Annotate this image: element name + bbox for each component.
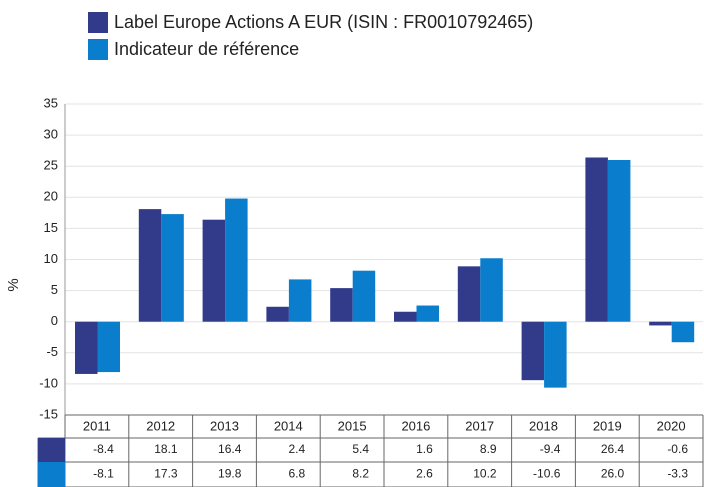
bar xyxy=(330,288,353,322)
y-axis-label: % xyxy=(5,278,22,291)
y-tick-label: 15 xyxy=(44,220,58,235)
x-tick-label: 2013 xyxy=(210,418,239,433)
table-cell: 2.6 xyxy=(416,467,433,481)
bar xyxy=(394,311,417,322)
table-cell: 10.2 xyxy=(473,467,497,481)
bar xyxy=(288,279,312,322)
y-tick-label: -5 xyxy=(46,344,58,359)
table-cell: 8.2 xyxy=(352,467,369,481)
table-cell: -0.6 xyxy=(667,442,688,456)
bar xyxy=(521,321,545,381)
bar xyxy=(75,321,98,374)
table-cell: 26.4 xyxy=(601,442,625,456)
bar xyxy=(202,219,226,322)
table-cell: -8.1 xyxy=(93,467,114,481)
table-cell: 26.0 xyxy=(601,467,625,481)
table-cell: 2.4 xyxy=(289,442,306,456)
bar xyxy=(671,321,695,343)
bar xyxy=(266,306,289,322)
table-cell: 1.6 xyxy=(416,442,433,456)
bar xyxy=(138,209,162,322)
y-tick-label: 5 xyxy=(51,282,58,297)
bar xyxy=(352,270,376,322)
y-tick-label: 0 xyxy=(51,313,58,328)
y-tick-label: -10 xyxy=(39,375,58,390)
table-cell: -3.3 xyxy=(667,467,688,481)
y-tick-label: 25 xyxy=(44,158,58,173)
y-tick-label: 35 xyxy=(44,95,58,110)
bar xyxy=(544,321,567,388)
x-tick-label: 2020 xyxy=(657,418,686,433)
table-cell: -10.6 xyxy=(533,467,561,481)
bar xyxy=(457,266,481,322)
table-swatch xyxy=(38,462,65,487)
legend-swatch xyxy=(88,39,108,60)
table-cell: 19.8 xyxy=(218,467,242,481)
x-tick-label: 2018 xyxy=(529,418,558,433)
x-tick-label: 2011 xyxy=(83,418,111,433)
table-cell: -9.4 xyxy=(540,442,561,456)
legend-label: Label Europe Actions A EUR (ISIN : FR001… xyxy=(114,12,533,32)
x-tick-label: 2019 xyxy=(593,418,622,433)
y-tick-label: 20 xyxy=(44,189,58,204)
y-tick-label: 30 xyxy=(44,127,58,142)
table-cell: 8.9 xyxy=(480,442,497,456)
table-cell: 18.1 xyxy=(154,442,178,456)
y-tick-label: -15 xyxy=(39,406,58,421)
table-cell: 6.8 xyxy=(289,467,306,481)
x-tick-label: 2014 xyxy=(274,418,303,433)
x-tick-label: 2015 xyxy=(338,418,367,433)
bar xyxy=(97,321,120,373)
x-tick-label: 2017 xyxy=(465,418,494,433)
legend-label: Indicateur de référence xyxy=(114,39,299,59)
bar xyxy=(649,321,672,326)
bar xyxy=(416,305,439,322)
table-cell: 17.3 xyxy=(154,467,178,481)
x-tick-label: 2012 xyxy=(146,418,175,433)
y-tick-label: 10 xyxy=(44,251,58,266)
table-cell: 16.4 xyxy=(218,442,242,456)
bar xyxy=(480,258,503,322)
x-tick-label: 2016 xyxy=(401,418,430,433)
table-cell: -8.4 xyxy=(93,442,114,456)
table-cell: 5.4 xyxy=(352,442,369,456)
bar xyxy=(225,198,248,322)
bar xyxy=(161,214,184,322)
bar xyxy=(585,157,608,322)
table-swatch xyxy=(38,438,65,462)
bar xyxy=(607,159,631,322)
legend-swatch xyxy=(88,12,108,33)
